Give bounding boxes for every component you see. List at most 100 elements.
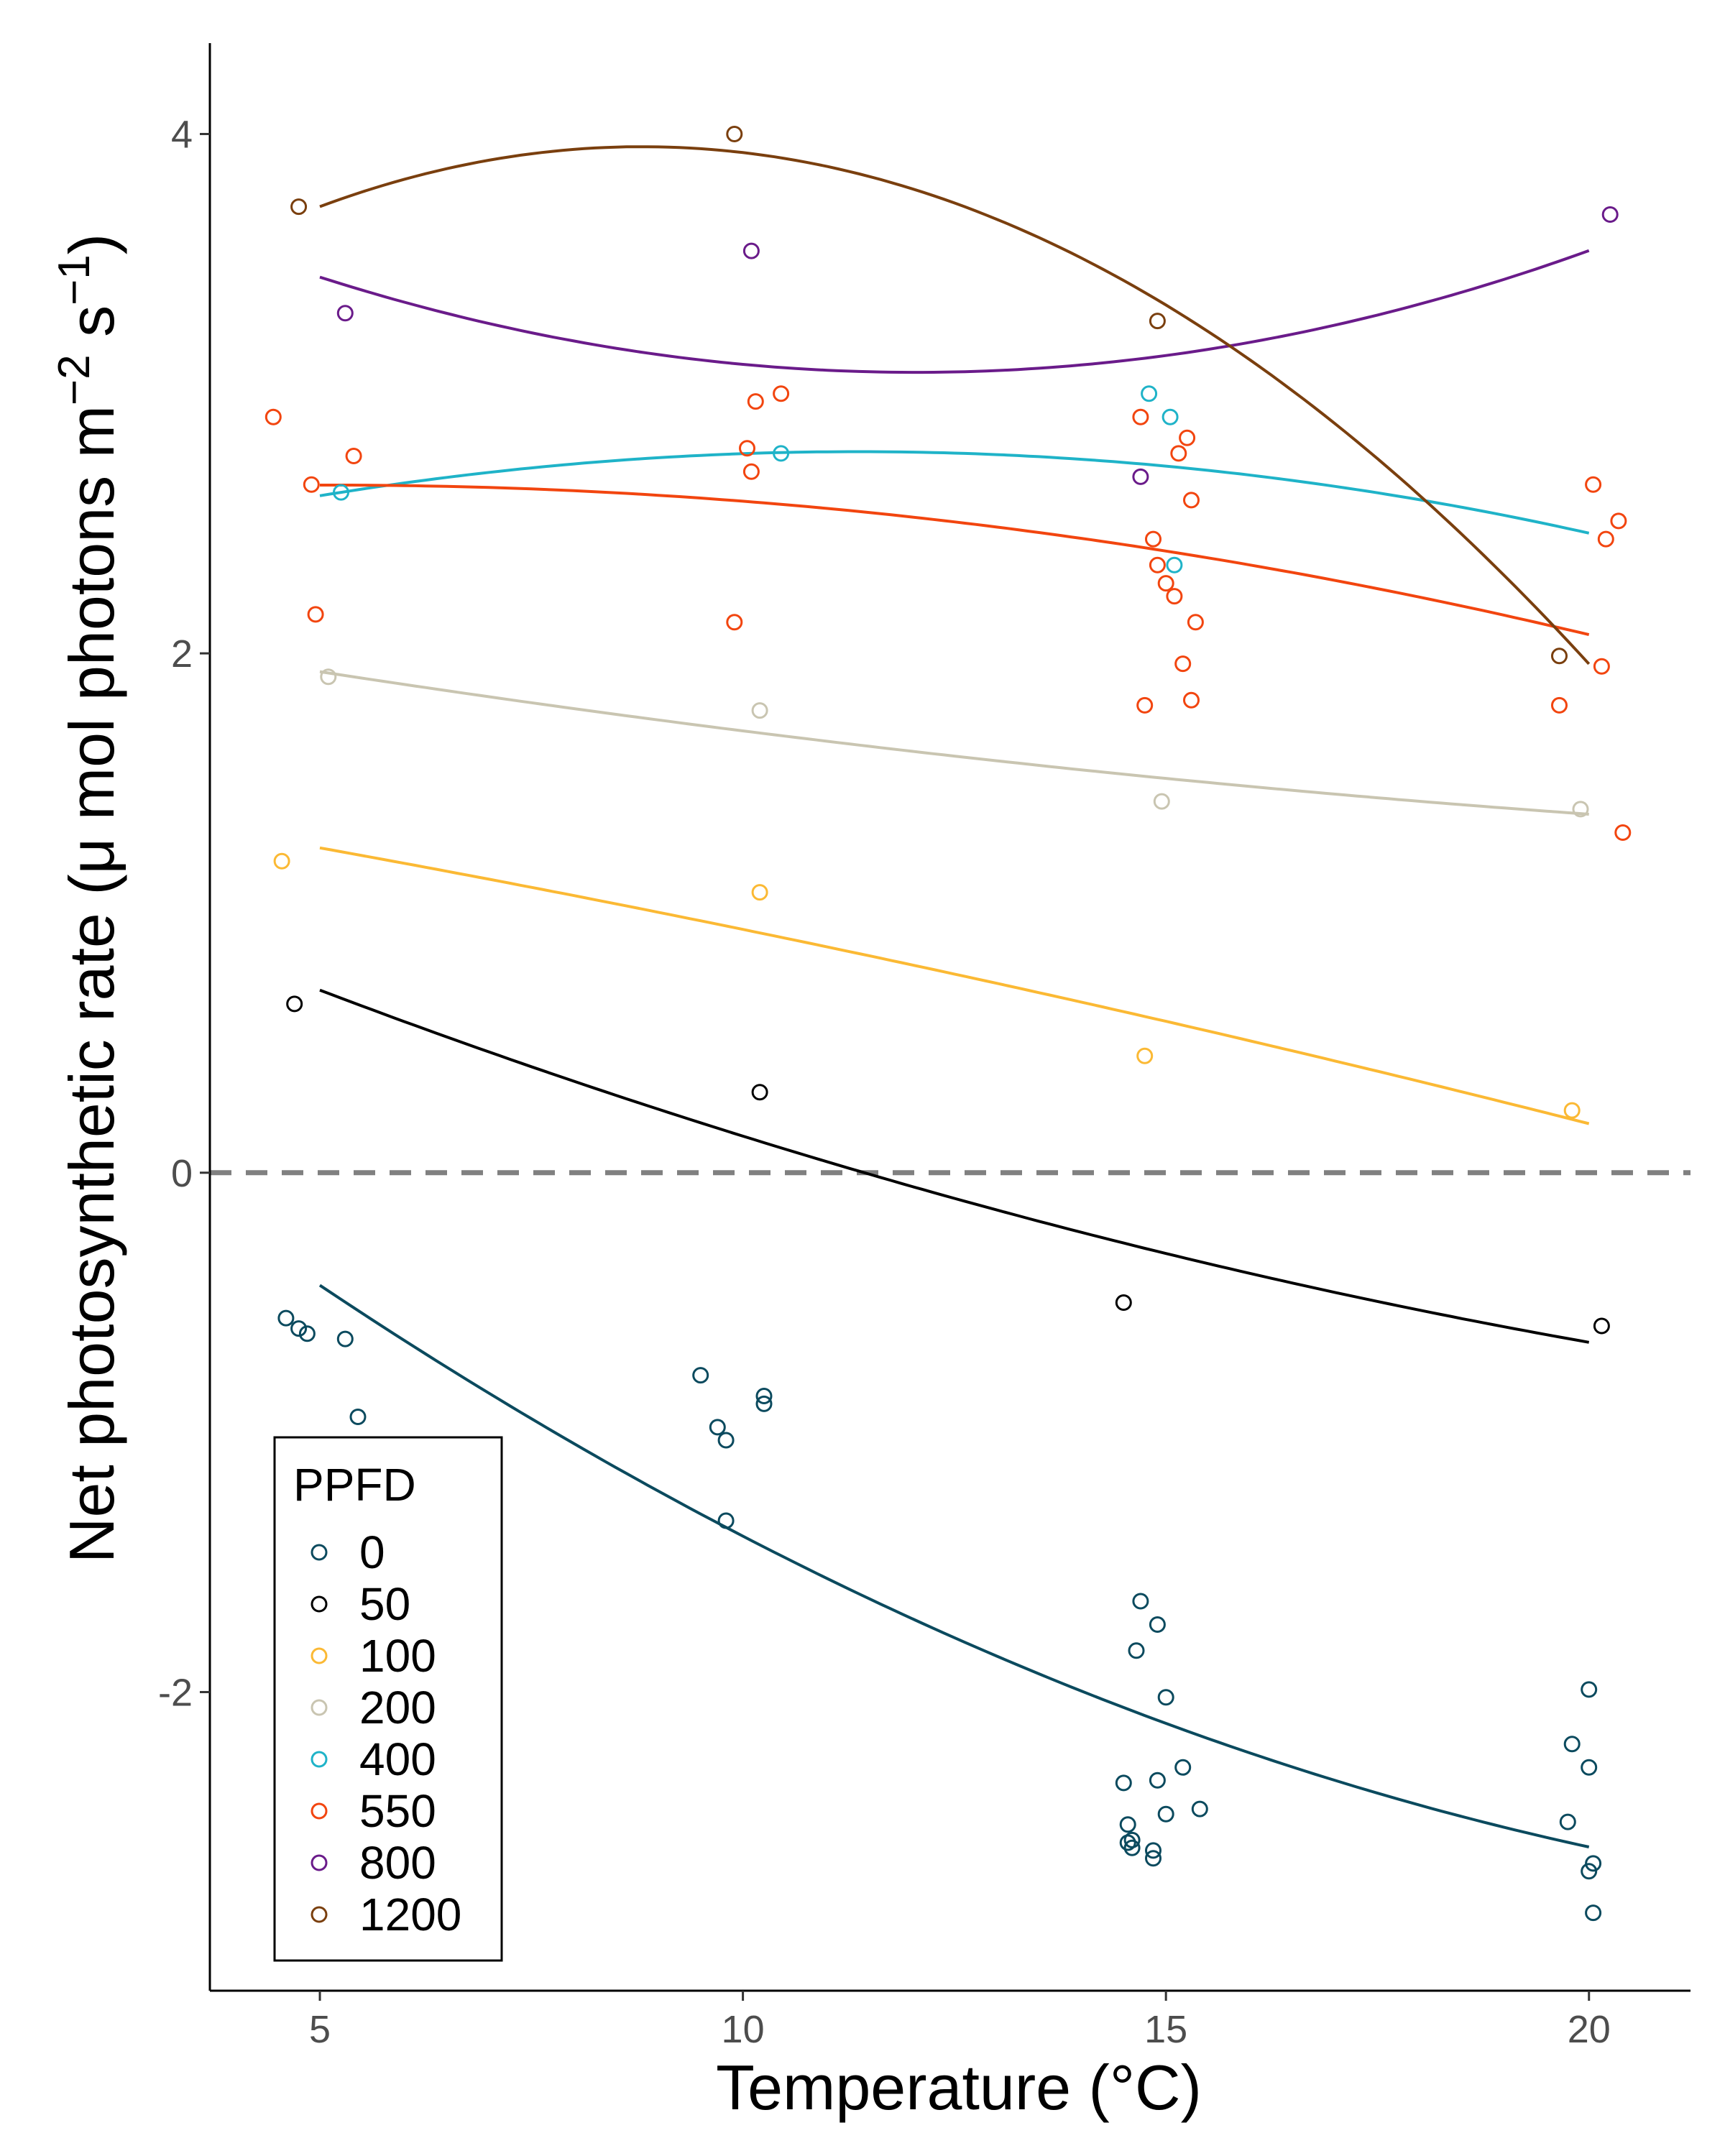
- y-axis-title-main: Net photosynthetic rate (μ mol photons m: [56, 405, 127, 1563]
- x-axis-title: Temperature (°C): [716, 2052, 1202, 2123]
- data-point-ppfd-1200: [1551, 648, 1568, 665]
- data-point-ppfd-400: [1141, 385, 1158, 402]
- legend-key-ppfd-550: [310, 1802, 328, 1820]
- legend-key-ppfd-800: [310, 1854, 328, 1871]
- data-point-ppfd-0: [717, 1512, 735, 1529]
- data-point-ppfd-550: [1187, 614, 1204, 631]
- data-point-ppfd-0: [277, 1309, 295, 1327]
- data-point-ppfd-0: [1559, 1813, 1576, 1830]
- data-point-ppfd-1200: [1149, 313, 1166, 330]
- data-point-ppfd-200: [320, 668, 337, 686]
- data-point-ppfd-550: [1183, 691, 1200, 709]
- data-point-ppfd-0: [1581, 1681, 1598, 1698]
- data-point-ppfd-0: [1115, 1774, 1132, 1792]
- y-axis-title: Net photosynthetic rate (μ mol photons m…: [50, 234, 127, 1563]
- data-point-ppfd-0: [298, 1325, 316, 1342]
- data-point-ppfd-550: [1132, 408, 1149, 425]
- legend-label-ppfd-1200: 1200: [359, 1889, 461, 1940]
- data-point-ppfd-0: [717, 1432, 735, 1449]
- data-point-ppfd-200: [1572, 801, 1589, 818]
- data-point-ppfd-0: [1174, 1759, 1192, 1776]
- y-tick-label: -2: [158, 1671, 193, 1714]
- x-tick-label: 20: [1568, 2008, 1611, 2051]
- data-point-ppfd-550: [1614, 824, 1632, 841]
- data-point-ppfd-550: [1174, 655, 1192, 673]
- data-point-ppfd-0: [1581, 1863, 1598, 1880]
- data-point-ppfd-400: [1166, 556, 1183, 573]
- data-point-ppfd-100: [1563, 1102, 1581, 1119]
- data-point-ppfd-0: [755, 1388, 773, 1404]
- data-point-ppfd-800: [1601, 206, 1619, 223]
- legend-label-ppfd-0: 0: [359, 1526, 385, 1578]
- data-point-ppfd-550: [1551, 696, 1568, 714]
- y-axis-title-sup1: −2: [50, 354, 99, 405]
- data-point-ppfd-1200: [726, 126, 743, 142]
- data-point-ppfd-0: [1132, 1593, 1149, 1610]
- fit-line-ppfd-550: [320, 484, 1590, 637]
- data-point-ppfd-0: [1128, 1642, 1145, 1659]
- data-point-ppfd-800: [336, 305, 354, 322]
- legend-label-ppfd-550: 550: [359, 1785, 436, 1837]
- data-point-ppfd-0: [709, 1419, 726, 1436]
- y-tick-label: 4: [171, 113, 193, 156]
- data-point-ppfd-400: [773, 445, 790, 462]
- data-point-ppfd-0: [290, 1320, 308, 1337]
- data-point-ppfd-550: [739, 440, 755, 457]
- y-axis-title-sup2: −1: [50, 254, 99, 305]
- data-point-ppfd-0: [1157, 1805, 1174, 1823]
- data-point-ppfd-50: [1593, 1317, 1610, 1335]
- legend-label-ppfd-800: 800: [359, 1837, 436, 1889]
- fit-line-ppfd-100: [319, 846, 1590, 1125]
- y-axis-title-end: ): [56, 234, 127, 254]
- data-point-ppfd-550: [1585, 476, 1602, 493]
- data-point-ppfd-0: [1145, 1850, 1162, 1867]
- data-point-ppfd-550: [1157, 575, 1174, 592]
- data-point-ppfd-0: [1123, 1831, 1141, 1848]
- data-point-ppfd-0: [755, 1395, 773, 1412]
- data-point-ppfd-100: [1136, 1047, 1154, 1064]
- data-point-ppfd-550: [264, 408, 282, 425]
- data-point-ppfd-800: [1132, 468, 1149, 485]
- data-point-ppfd-0: [336, 1330, 354, 1348]
- x-tick-label: 10: [722, 2008, 765, 2051]
- data-point-ppfd-100: [273, 852, 290, 870]
- fit-line-ppfd-800: [319, 249, 1590, 374]
- data-point-ppfd-550: [303, 476, 320, 493]
- x-tick-label: 15: [1144, 2008, 1187, 2051]
- data-point-ppfd-0: [1585, 1904, 1602, 1922]
- data-point-ppfd-550: [1136, 696, 1154, 714]
- data-point-ppfd-0: [1157, 1689, 1174, 1706]
- legend-label-ppfd-100: 100: [359, 1630, 436, 1682]
- fit-line-ppfd-400: [319, 450, 1590, 535]
- legend-label-ppfd-200: 200: [359, 1682, 436, 1733]
- fit-line-ppfd-50: [319, 988, 1590, 1344]
- axes: 5 10 15 20 -2 0 2 4: [158, 43, 1690, 2051]
- y-axis-title-mid: s: [56, 305, 127, 354]
- legend-box: [273, 1436, 503, 1962]
- data-point-ppfd-550: [307, 606, 324, 623]
- data-point-ppfd-550: [742, 463, 760, 480]
- legend-key-ppfd-1200: [310, 1906, 328, 1923]
- x-tick-label: 5: [309, 2008, 331, 2051]
- data-point-ppfd-0: [349, 1409, 367, 1425]
- data-point-ppfd-550: [1166, 588, 1183, 605]
- fit-line-ppfd-1200: [319, 145, 1591, 665]
- data-point-ppfd-550: [1610, 512, 1627, 530]
- data-point-ppfd-0: [1191, 1800, 1208, 1818]
- plot-area: [210, 126, 1690, 1922]
- data-point-ppfd-0: [1119, 1816, 1136, 1833]
- data-point-ppfd-550: [1145, 530, 1162, 548]
- data-point-ppfd-200: [1153, 793, 1170, 810]
- legend-label-ppfd-400: 400: [359, 1733, 436, 1785]
- data-point-ppfd-550: [773, 385, 790, 402]
- data-point-ppfd-0: [1563, 1736, 1581, 1753]
- data-point-ppfd-400: [333, 484, 349, 501]
- data-point-ppfd-550: [1597, 530, 1614, 548]
- legend-label-ppfd-50: 50: [359, 1578, 410, 1630]
- legend-key-ppfd-50: [310, 1595, 328, 1613]
- data-point-ppfd-50: [1115, 1294, 1132, 1311]
- data-point-ppfd-550: [1170, 445, 1187, 462]
- data-point-ppfd-50: [751, 1084, 768, 1101]
